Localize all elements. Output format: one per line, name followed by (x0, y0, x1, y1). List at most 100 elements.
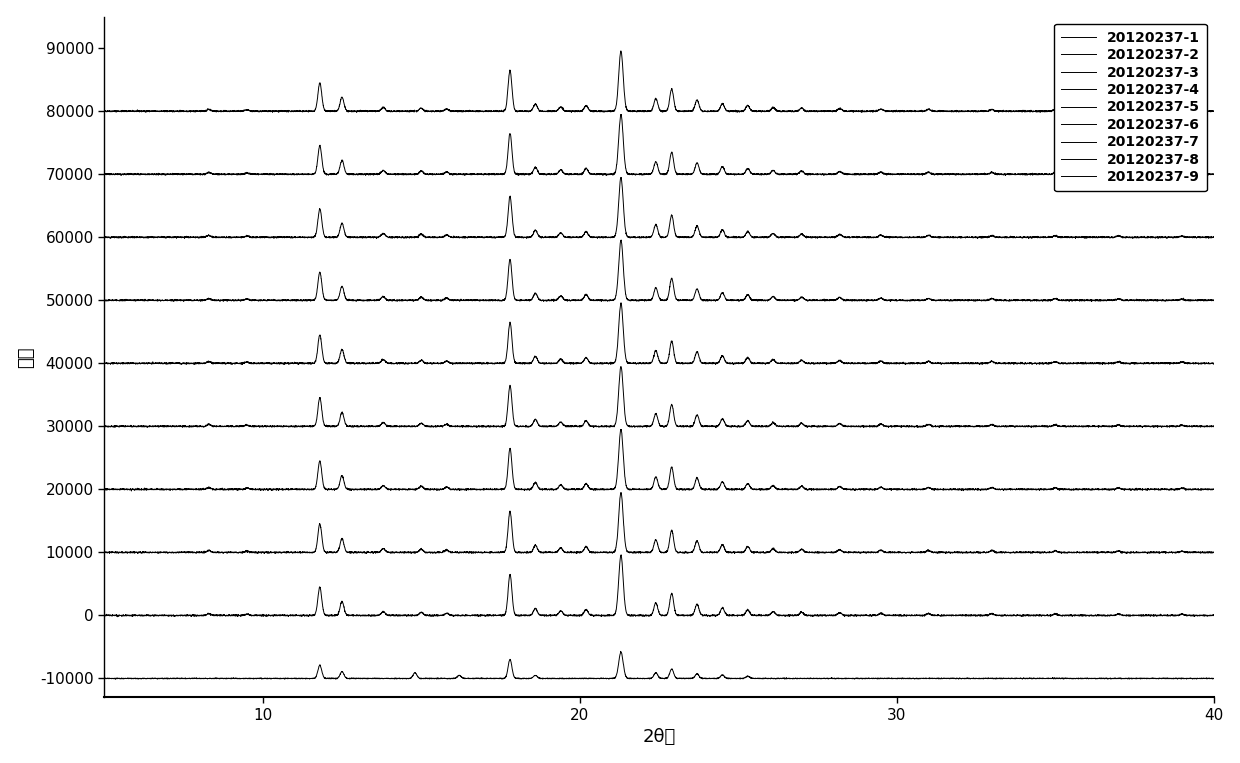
20120237-9 (97, 611, 112, 620)
20120237-3 (387, 232, 402, 241)
20120237-1 (635, 107, 650, 116)
Line: 20120237-6: 20120237-6 (104, 366, 1214, 428)
20120237-8 (155, 548, 170, 557)
20120237-7 (614, 425, 629, 434)
20120237-7 (848, 486, 863, 495)
20120237-4 (848, 296, 863, 305)
Line: 20120237-9: 20120237-9 (104, 555, 1214, 617)
20120237-1 (848, 107, 863, 116)
20120237-4 (1061, 297, 1076, 306)
20120237-4 (516, 295, 531, 304)
20120237-9 (538, 611, 553, 620)
20120237-4 (155, 295, 170, 304)
20120237-5 (516, 359, 531, 368)
20120237-3 (1207, 232, 1221, 241)
20120237-6 (155, 421, 170, 430)
20120237-9 (635, 611, 650, 620)
20120237-4 (97, 296, 112, 305)
20120237-1 (1207, 107, 1221, 116)
20120237-3 (516, 233, 531, 243)
Line: 20120237-8: 20120237-8 (104, 493, 1214, 554)
20120237-2 (155, 169, 170, 179)
20120237-4 (614, 236, 629, 245)
20120237-6 (1207, 421, 1221, 430)
20120237-9 (155, 611, 170, 620)
20120237-6 (634, 422, 649, 431)
20120237-7 (124, 486, 139, 495)
20120237-5 (538, 358, 553, 367)
Legend: 20120237-1, 20120237-2, 20120237-3, 20120237-4, 20120237-5, 20120237-6, 20120237: 20120237-1, 20120237-2, 20120237-3, 2012… (1054, 24, 1207, 192)
20120237-1 (155, 107, 170, 116)
20120237-4 (1207, 295, 1221, 304)
20120237-4 (634, 295, 649, 304)
20120237-6 (848, 422, 863, 431)
20120237-9 (848, 610, 863, 620)
20120237-7 (538, 485, 553, 494)
20120237-7 (1207, 485, 1221, 494)
20120237-9 (388, 611, 403, 620)
20120237-5 (1207, 359, 1221, 368)
20120237-1 (614, 47, 629, 56)
20120237-8 (1207, 548, 1221, 557)
20120237-2 (1083, 171, 1097, 180)
X-axis label: 2θ角: 2θ角 (642, 729, 676, 746)
20120237-3 (634, 233, 649, 242)
20120237-2 (97, 169, 112, 179)
20120237-6 (538, 422, 553, 431)
Line: 20120237-5: 20120237-5 (104, 303, 1214, 365)
20120237-4 (387, 295, 402, 304)
20120237-8 (614, 488, 629, 497)
20120237-3 (848, 233, 863, 242)
20120237-8 (387, 548, 402, 557)
20120237-6 (516, 422, 531, 431)
20120237-1 (97, 107, 112, 116)
20120237-1 (139, 108, 154, 117)
20120237-8 (516, 548, 531, 557)
20120237-5 (614, 298, 629, 307)
20120237-7 (388, 485, 403, 494)
20120237-8 (97, 548, 112, 557)
20120237-7 (635, 485, 650, 494)
20120237-3 (614, 173, 629, 182)
Line: 20120237-2: 20120237-2 (104, 114, 1214, 175)
20120237-5 (848, 359, 863, 368)
20120237-1 (388, 107, 403, 116)
20120237-2 (614, 110, 629, 119)
20120237-7 (516, 485, 531, 494)
20120237-2 (387, 169, 402, 179)
20120237-6 (708, 423, 723, 433)
20120237-1 (538, 107, 553, 116)
20120237-2 (538, 170, 553, 179)
20120237-7 (155, 485, 170, 494)
20120237-5 (387, 359, 402, 369)
20120237-7 (97, 485, 112, 494)
20120237-8 (939, 549, 954, 559)
20120237-9 (110, 612, 125, 621)
Y-axis label: 强度: 强度 (16, 346, 35, 368)
Line: 20120237-4: 20120237-4 (104, 240, 1214, 301)
20120237-2 (634, 169, 649, 179)
20120237-8 (634, 548, 649, 557)
20120237-8 (848, 548, 863, 557)
20120237-9 (1207, 610, 1221, 620)
20120237-2 (516, 169, 531, 179)
20120237-3 (155, 233, 170, 242)
20120237-9 (614, 550, 629, 559)
20120237-8 (538, 547, 553, 556)
20120237-6 (97, 422, 112, 431)
20120237-2 (1207, 169, 1221, 179)
20120237-4 (538, 296, 553, 305)
20120237-9 (516, 611, 531, 620)
20120237-6 (387, 421, 402, 430)
20120237-6 (614, 362, 629, 371)
20120237-3 (1078, 234, 1092, 243)
20120237-5 (155, 359, 170, 368)
20120237-5 (972, 360, 987, 369)
20120237-2 (848, 169, 863, 179)
20120237-5 (634, 359, 649, 368)
20120237-3 (538, 233, 553, 242)
20120237-5 (97, 359, 112, 368)
20120237-3 (97, 233, 112, 242)
Line: 20120237-7: 20120237-7 (104, 430, 1214, 491)
Line: 20120237-3: 20120237-3 (104, 178, 1214, 239)
